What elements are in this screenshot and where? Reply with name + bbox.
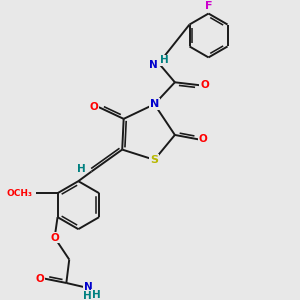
Text: H: H xyxy=(77,164,85,174)
Text: O: O xyxy=(199,134,208,144)
Text: N: N xyxy=(149,60,158,70)
Text: O: O xyxy=(50,232,59,243)
Text: O: O xyxy=(89,102,98,112)
Text: F: F xyxy=(205,1,212,11)
Text: N: N xyxy=(84,282,93,292)
Text: S: S xyxy=(150,155,158,165)
Text: OCH₃: OCH₃ xyxy=(7,189,32,198)
Text: O: O xyxy=(200,80,209,90)
Text: O: O xyxy=(35,274,44,284)
Text: H: H xyxy=(92,290,101,300)
Text: N: N xyxy=(150,99,159,109)
Text: H: H xyxy=(160,56,168,65)
Text: H: H xyxy=(83,291,92,300)
